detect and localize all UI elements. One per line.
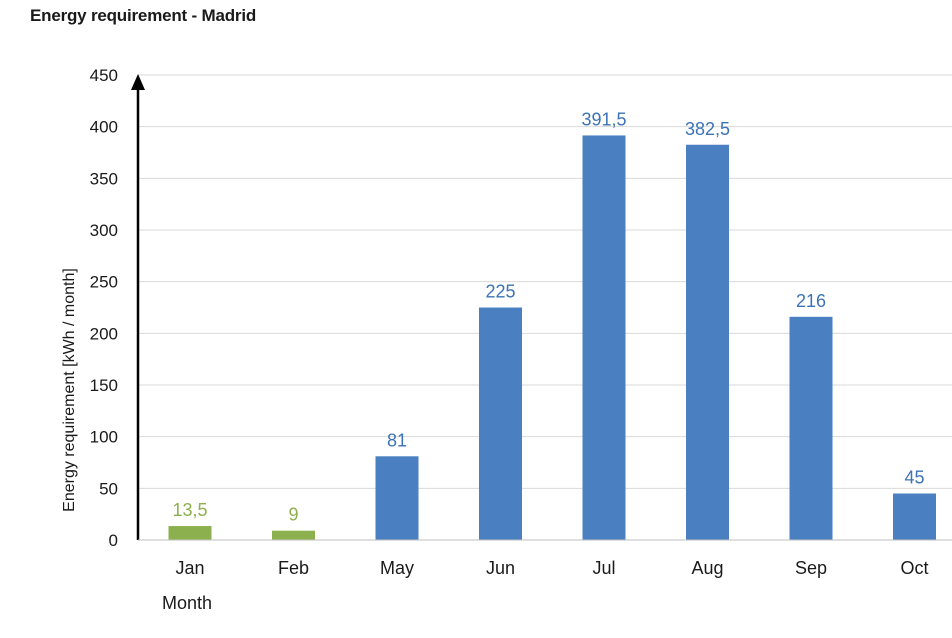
y-tick-label: 50 [99, 479, 118, 498]
x-tick-label-feb: Feb [278, 558, 309, 578]
y-tick-label: 100 [90, 428, 118, 447]
bar-jan [168, 526, 212, 540]
data-label-sep: 216 [796, 291, 826, 311]
y-tick-label: 300 [90, 221, 118, 240]
bar-feb [272, 530, 315, 540]
y-tick-label: 400 [90, 118, 118, 137]
y-tick-label: 250 [90, 273, 118, 292]
x-tick-label-may: May [380, 558, 414, 578]
y-tick-label: 150 [90, 376, 118, 395]
y-tick-label: 350 [90, 169, 118, 188]
data-label-may: 81 [387, 430, 407, 450]
y-tick-label: 200 [90, 324, 118, 343]
x-tick-label-aug: Aug [691, 558, 723, 578]
x-tick-label-oct: Oct [900, 558, 928, 578]
chart-title: Energy requirement - Madrid [30, 6, 257, 25]
bar-may [375, 456, 419, 540]
x-tick-label-jun: Jun [486, 558, 515, 578]
x-tick-labels: Jan Feb May Jun Jul Aug Sep Oct [175, 558, 928, 578]
x-tick-label-jan: Jan [175, 558, 204, 578]
bar-jul [582, 135, 626, 540]
bar-oct [893, 493, 936, 540]
x-tick-label-sep: Sep [795, 558, 827, 578]
data-labels: 13,5 9 81 225 391,5 382,5 216 45 [172, 109, 924, 524]
y-axis-label: Energy requirement [kWh / month] [61, 268, 78, 512]
bar-jun [479, 307, 522, 540]
y-tick-label: 450 [90, 66, 118, 85]
x-axis-label: Month [162, 593, 212, 613]
data-label-feb: 9 [288, 505, 298, 525]
data-label-jul: 391,5 [581, 109, 626, 129]
data-label-jun: 225 [485, 282, 515, 302]
data-label-jan: 13,5 [172, 500, 207, 520]
y-axis-arrow [131, 74, 145, 90]
bars [168, 135, 936, 540]
y-tick-label: 0 [109, 531, 118, 550]
data-label-aug: 382,5 [685, 119, 730, 139]
x-tick-label-jul: Jul [592, 558, 615, 578]
bar-sep [789, 316, 833, 540]
bar-aug [686, 144, 729, 540]
data-label-oct: 45 [904, 468, 924, 488]
y-tick-labels: 0 50 100 150 200 250 300 350 400 450 [90, 66, 118, 550]
